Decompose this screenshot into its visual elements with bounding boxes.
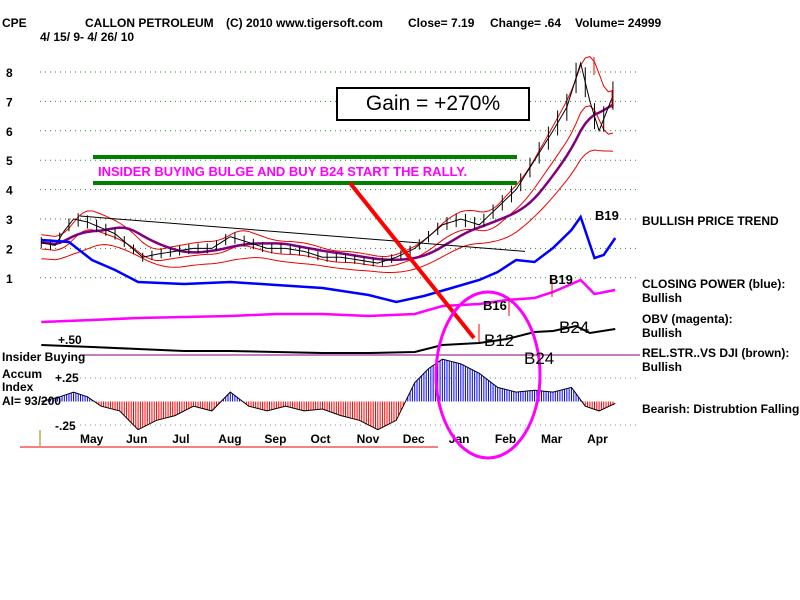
- x-tick-label: Dec: [403, 432, 425, 446]
- signal-b19: B19: [595, 208, 619, 223]
- signal-b24: B24: [559, 318, 590, 337]
- rel-strength-label: REL.STR..VS DJI (brown):: [642, 346, 790, 360]
- price-trend-label: BULLISH PRICE TREND: [642, 214, 779, 228]
- closing-power-state: Bullish: [642, 291, 683, 305]
- y-tick-label: 1: [6, 272, 13, 286]
- date-range: 4/ 15/ 9- 4/ 26/ 10: [40, 30, 135, 44]
- x-tick-label: Nov: [357, 432, 380, 446]
- y-tick-label: 4: [6, 184, 13, 198]
- ticker: CPE: [2, 16, 27, 30]
- obv-line: [41, 278, 616, 324]
- insider-buying-label: Insider Buying: [2, 350, 86, 364]
- x-tick-label: Jun: [126, 432, 147, 446]
- x-tick-label: Sep: [264, 432, 286, 446]
- x-tick-label: Aug: [218, 432, 241, 446]
- ai-tick-25: +.25: [55, 371, 79, 385]
- accum-label: Accum: [2, 367, 43, 381]
- insider-buying-annotation: INSIDER BUYING BULGE AND BUY B24 START T…: [98, 164, 468, 179]
- lower-band-outer: [41, 149, 613, 273]
- y-tick-label: 6: [6, 125, 13, 139]
- ai-value: AI= 93/200: [2, 394, 62, 408]
- y-tick-label: 5: [6, 154, 13, 168]
- accum-index-state: Bearish: Distrubtion Falling.: [642, 402, 800, 416]
- accum-index-line: [41, 358, 616, 431]
- x-tick-label: Jul: [172, 432, 189, 446]
- index-label: Index: [2, 380, 34, 394]
- signal-b19: B19: [549, 272, 573, 287]
- copyright: (C) 2010 www.tigersoft.com: [226, 16, 383, 30]
- change-value: Change= .64: [490, 16, 562, 30]
- lower-band: [41, 105, 614, 267]
- y-tick-label: 2: [6, 242, 13, 256]
- ai-tick-50: +.50: [58, 333, 82, 347]
- signal-b24: B24: [524, 349, 555, 368]
- y-tick-label: 3: [6, 213, 13, 227]
- closing-power-line: [41, 214, 617, 304]
- signal-b16: B16: [483, 298, 507, 313]
- trendline: [79, 215, 526, 252]
- company-name: CALLON PETROLEUM: [85, 16, 214, 30]
- close-value: Close= 7.19: [408, 16, 475, 30]
- obv-state: Bullish: [642, 326, 683, 340]
- signal-b12: B12: [484, 331, 515, 350]
- ai-tick-m25: -.25: [55, 419, 76, 433]
- y-tick-label: 7: [6, 95, 13, 109]
- volume-value: Volume= 24999: [575, 16, 662, 30]
- upper-band: [41, 56, 614, 257]
- x-tick-label: Apr: [587, 432, 608, 446]
- closing-power-label: CLOSING POWER (blue):: [642, 277, 786, 291]
- x-tick-label: May: [80, 432, 104, 446]
- rel-strength-state: Bullish: [642, 360, 683, 374]
- x-tick-label: Mar: [541, 432, 563, 446]
- y-tick-label: 8: [6, 66, 13, 80]
- obv-label: OBV (magenta):: [642, 312, 733, 326]
- x-tick-label: Feb: [495, 432, 516, 446]
- moving-average-65: [41, 103, 614, 261]
- price-line: [41, 61, 614, 264]
- gain-box: Gain = +270%: [336, 87, 530, 121]
- x-tick-label: Oct: [311, 432, 331, 446]
- rel-strength-line: [41, 324, 616, 354]
- highlight-ellipse: [434, 290, 542, 460]
